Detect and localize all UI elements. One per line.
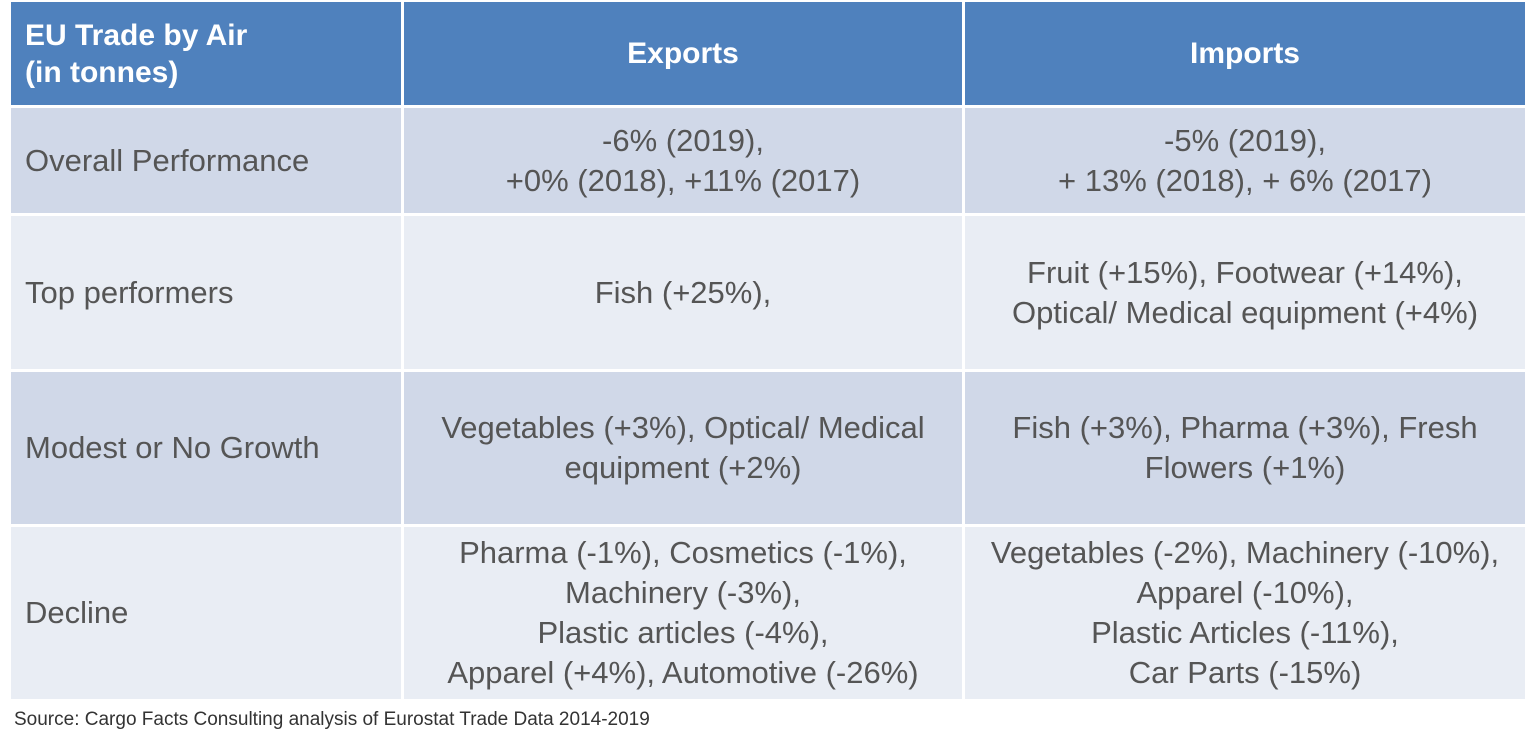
cell-line: Fish (+25%),	[594, 274, 772, 310]
cell-line: Car Parts (-15%)	[1128, 655, 1362, 690]
cell-line: -6% (2019),	[602, 122, 764, 158]
cell-line: -5% (2019),	[1164, 122, 1326, 158]
cell-line: Plastic articles (-4%),	[537, 615, 829, 650]
imports-cell: Fruit (+15%), Footwear (+14%), Optical/ …	[965, 216, 1525, 369]
exports-cell: Pharma (-1%), Cosmetics (-1%), Machinery…	[404, 527, 962, 699]
cell-line: Fruit (+15%), Footwear (+14%),	[1027, 254, 1463, 290]
trade-table: EU Trade by Air (in tonnes) Exports Impo…	[8, 0, 1528, 702]
cell-line: +0% (2018), +11% (2017)	[505, 162, 861, 198]
cell-line: Vegetables (-2%), Machinery (-10%),	[990, 535, 1500, 570]
exports-cell: Vegetables (+3%), Optical/ Medical equip…	[404, 372, 962, 524]
cell-line: Flowers (+1%)	[1144, 450, 1346, 485]
row-label: Modest or No Growth	[11, 372, 401, 524]
table-title-line1: EU Trade by Air	[25, 18, 248, 52]
cell-line: equipment (+2%)	[564, 450, 802, 485]
cell-line: Fish (+3%), Pharma (+3%), Fresh	[1012, 410, 1478, 445]
cell-line: Optical/ Medical equipment (+4%)	[1011, 294, 1479, 330]
imports-header: Imports	[965, 2, 1525, 105]
table-row: Overall Performance -6% (2019), +0% (201…	[11, 108, 1525, 213]
imports-cell: Vegetables (-2%), Machinery (-10%), Appa…	[965, 527, 1525, 699]
table-row: Top performers Fish (+25%), Fruit (+15%)…	[11, 216, 1525, 369]
cell-line: Plastic Articles (-11%),	[1091, 615, 1399, 650]
table-row: Decline Pharma (-1%), Cosmetics (-1%), M…	[11, 527, 1525, 699]
cell-line: Apparel (-10%),	[1136, 575, 1354, 610]
exports-header: Exports	[404, 2, 962, 105]
exports-cell: -6% (2019), +0% (2018), +11% (2017)	[404, 108, 962, 213]
imports-cell: -5% (2019), + 13% (2018), + 6% (2017)	[965, 108, 1525, 213]
cell-line: Vegetables (+3%), Optical/ Medical	[441, 410, 925, 445]
cell-line: Pharma (-1%), Cosmetics (-1%),	[459, 535, 907, 570]
table-row: Modest or No Growth Vegetables (+3%), Op…	[11, 372, 1525, 524]
cell-line: Machinery (-3%),	[565, 575, 801, 610]
row-label: Top performers	[11, 216, 401, 369]
table-title: EU Trade by Air (in tonnes)	[11, 2, 401, 105]
source-note: Source: Cargo Facts Consulting analysis …	[14, 709, 650, 730]
cell-line: Apparel (+4%), Automotive (-26%)	[447, 655, 919, 690]
exports-cell: Fish (+25%),	[404, 216, 962, 369]
imports-cell: Fish (+3%), Pharma (+3%), Fresh Flowers …	[965, 372, 1525, 524]
table-title-line2: (in tonnes)	[25, 55, 179, 89]
cell-line: + 13% (2018), + 6% (2017)	[1058, 162, 1432, 198]
header-row: EU Trade by Air (in tonnes) Exports Impo…	[11, 2, 1525, 105]
row-label: Overall Performance	[11, 108, 401, 213]
row-label: Decline	[11, 527, 401, 699]
